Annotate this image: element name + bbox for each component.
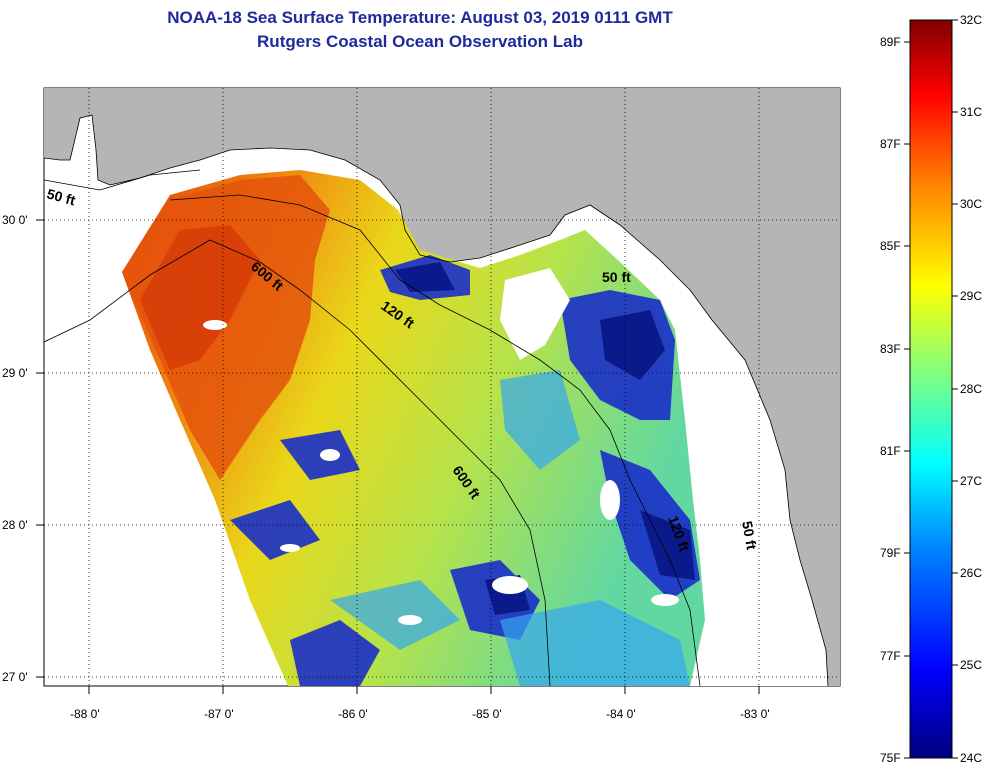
contour-label: 50 ft — [602, 269, 631, 285]
cloud-gap — [203, 320, 227, 330]
cloud-gap — [651, 594, 679, 606]
sst-warmest-region — [140, 225, 260, 370]
lon-label: -87 0' — [204, 707, 234, 721]
colorbar-c-label: 30C — [960, 197, 982, 211]
lat-label: 28 0' — [2, 518, 28, 532]
lon-label: -88 0' — [70, 707, 100, 721]
colorbar-f-label: 77F — [880, 649, 901, 663]
colorbar-c-label: 32C — [960, 13, 982, 27]
cloud-gap — [600, 480, 620, 520]
colorbar-f-label: 85F — [880, 239, 901, 253]
lon-label: -85 0' — [472, 707, 502, 721]
lon-label: -86 0' — [338, 707, 368, 721]
lon-label: -83 0' — [740, 707, 770, 721]
colorbar-c-label: 25C — [960, 658, 982, 672]
cold-core — [395, 262, 455, 292]
contour-600ft — [44, 239, 551, 686]
cool-patch — [500, 600, 690, 686]
colorbar — [909, 19, 953, 759]
contour-label: 50 ft — [45, 185, 77, 208]
cloud-gap — [398, 615, 422, 625]
cloud-gap — [280, 544, 300, 552]
cold-patch — [290, 620, 380, 686]
colorbar-f-label: 89F — [880, 35, 901, 49]
colorbar-f-label: 75F — [880, 751, 901, 765]
map-subtitle: Rutgers Coastal Ocean Observation Lab — [257, 32, 583, 51]
cloud-gap — [500, 268, 570, 360]
lat-label: 27 0' — [2, 670, 28, 684]
colorbar-c-label: 29C — [960, 289, 982, 303]
coastline — [44, 114, 829, 686]
cloud-gap — [320, 449, 340, 461]
colorbar-f-label: 83F — [880, 342, 901, 356]
colorbar-f-label: 81F — [880, 444, 901, 458]
lon-label: -84 0' — [606, 707, 636, 721]
contour-120ft — [169, 194, 701, 686]
contour-50ft-west — [44, 169, 201, 191]
cold-core — [600, 310, 665, 380]
contour-label: 50 ft — [739, 520, 760, 551]
colorbar-f-label: 79F — [880, 546, 901, 560]
colorbar-c-label: 26C — [960, 566, 982, 580]
colorbar-c-label: 31C — [960, 105, 982, 119]
cool-patch — [500, 370, 580, 470]
land-area — [44, 88, 840, 686]
colorbar-c-label: 24C — [960, 751, 982, 765]
colorbar-f-label: 87F — [880, 137, 901, 151]
cloud-gap — [492, 576, 528, 594]
colorbar-c-label: 28C — [960, 382, 982, 396]
cool-patch — [330, 580, 460, 650]
cold-patch — [230, 500, 320, 560]
colorbar-c-label: 27C — [960, 474, 982, 488]
map-title: NOAA-18 Sea Surface Temperature: August … — [167, 8, 673, 27]
shelf-no-data — [585, 205, 828, 686]
lat-label: 29 0' — [2, 366, 28, 380]
lat-label: 30 0' — [2, 213, 28, 227]
